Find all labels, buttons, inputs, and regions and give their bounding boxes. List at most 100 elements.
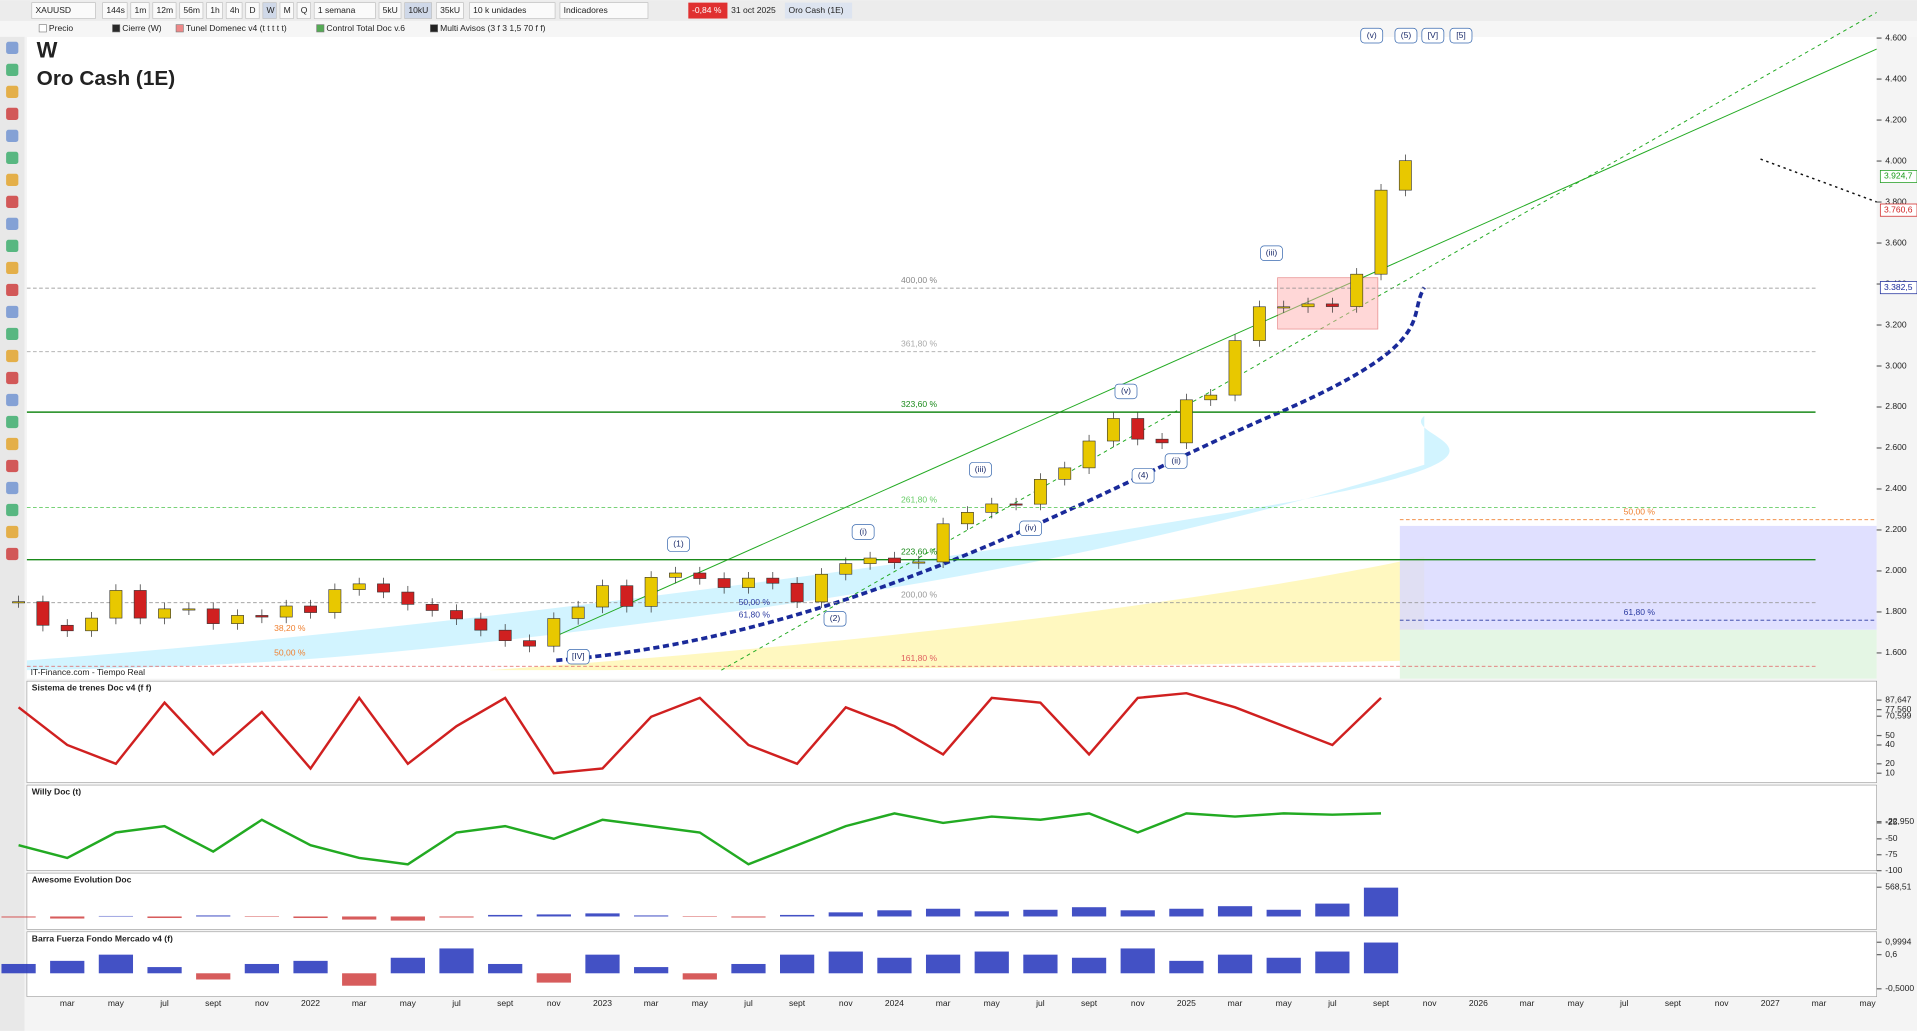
toolbar-label[interactable]: 1 semana [318, 5, 356, 15]
tool-icon[interactable] [6, 173, 19, 187]
fib-label: 161,80 % [901, 653, 938, 663]
toolbar-label[interactable]: 1m [134, 5, 146, 15]
toolbar-label[interactable]: W [267, 5, 276, 15]
toolbar-button[interactable] [469, 2, 556, 19]
toolbar-button[interactable] [245, 2, 260, 19]
tool-icon[interactable] [6, 327, 19, 341]
target-zone-low [1399, 629, 1877, 679]
tool-icon[interactable] [6, 63, 19, 76]
y-tick-label: -75 [1885, 849, 1898, 859]
wave-box [1360, 27, 1384, 44]
histogram-bar [1315, 951, 1350, 974]
y-tick-label: 1.600 [1885, 647, 1907, 657]
histogram-bar [634, 967, 669, 974]
toolbar-label[interactable]: 12m [156, 5, 173, 15]
tool-icon[interactable] [6, 107, 19, 120]
price-marker [1879, 170, 1917, 183]
wave-box [1019, 520, 1043, 537]
tool-icon[interactable] [6, 283, 19, 297]
toolbar-button[interactable] [179, 2, 204, 19]
tool-icon[interactable] [6, 261, 19, 275]
toolbar-label[interactable]: 56m [183, 5, 200, 15]
candle [231, 615, 244, 624]
tool-icon[interactable] [6, 41, 19, 54]
legend-item[interactable]: Multi Avisos (3 f 3 1,5 70 f f) [440, 23, 545, 33]
toolbar-label[interactable]: 35kU [440, 5, 460, 15]
histogram-bar [1071, 957, 1107, 974]
toolbar-label[interactable]: D [249, 5, 255, 15]
x-tick-label: 2022 [301, 998, 320, 1008]
wave-label: 61,80 % [739, 609, 771, 619]
wave-label: (iv) [1025, 523, 1037, 533]
toolbar-button[interactable] [262, 2, 277, 19]
toolbar-button[interactable] [296, 2, 311, 19]
tool-icon[interactable] [6, 547, 19, 561]
toolbar-button[interactable] [559, 2, 649, 19]
tool-icon[interactable] [6, 349, 19, 363]
y-tick-label: 0,9994 [1885, 937, 1911, 947]
legend-item[interactable]: Tunel Domenec v4 (t t t t t) [186, 23, 287, 33]
x-tick-label: jul [743, 998, 753, 1008]
toolbar-label[interactable]: 1h [210, 5, 220, 15]
tool-icon[interactable] [6, 393, 19, 407]
toolbar-button[interactable] [378, 2, 402, 19]
x-tick-label: sept [1665, 998, 1682, 1008]
toolbar-button[interactable] [313, 2, 376, 19]
toolbar-button[interactable] [436, 2, 464, 19]
toolbar-label[interactable]: XAUUSD [35, 5, 71, 15]
fib-label: 323,60 % [901, 399, 938, 409]
toolbar-label[interactable]: Indicadores [564, 5, 608, 15]
candle [888, 557, 901, 564]
wave-label: [V] [1428, 30, 1438, 40]
tool-icon[interactable] [6, 305, 19, 319]
toolbar-label[interactable]: 10kU [408, 5, 428, 15]
tool-icon[interactable] [6, 151, 19, 165]
tool-icon[interactable] [6, 415, 19, 429]
tool-icon[interactable] [6, 503, 19, 517]
tool-icon[interactable] [6, 481, 19, 495]
tool-icon[interactable] [6, 217, 19, 231]
histogram-bar [390, 916, 425, 921]
tool-icon[interactable] [6, 85, 19, 98]
tool-icon[interactable] [6, 239, 19, 253]
histogram-bar [925, 954, 961, 974]
candle [815, 573, 828, 603]
toolbar-button[interactable] [152, 2, 177, 19]
toolbar-button[interactable] [102, 2, 128, 19]
toolbar-button[interactable] [31, 2, 96, 19]
x-tick-label: nov [1131, 998, 1146, 1008]
toolbar-button[interactable] [130, 2, 150, 19]
instrument-badge [784, 2, 853, 19]
candle [961, 512, 974, 525]
wave-box [667, 536, 690, 552]
wave-label: (2) [830, 613, 841, 623]
toolbar-label[interactable]: 4h [230, 5, 240, 15]
histogram-bar [50, 960, 85, 974]
candle [596, 585, 609, 608]
legend-item[interactable]: Precio [49, 23, 73, 33]
toolbar-label[interactable]: 10 k unidades [473, 5, 526, 15]
toolbar-label[interactable]: 144s [106, 5, 125, 15]
tool-icon[interactable] [6, 525, 19, 539]
toolbar-label[interactable]: 5kU [383, 5, 398, 15]
wave-box [823, 611, 847, 627]
legend-item[interactable]: Cierre (W) [122, 23, 162, 33]
toolbar-button[interactable] [206, 2, 223, 19]
tool-icon[interactable] [6, 371, 19, 385]
toolbar-button[interactable] [225, 2, 243, 19]
tool-icon[interactable] [6, 195, 19, 209]
toolbar-button[interactable] [404, 2, 432, 19]
toolbar-button[interactable] [279, 2, 294, 19]
tool-icon[interactable] [6, 459, 19, 473]
x-tick-label: mar [644, 998, 659, 1008]
toolbar-label[interactable]: M [284, 5, 291, 15]
candle [863, 557, 877, 564]
toolbar-label[interactable]: Q [301, 5, 308, 15]
y-tick-label: -100 [1885, 865, 1902, 875]
target-zone [1399, 525, 1877, 630]
legend-item[interactable]: Control Total Doc v.6 [326, 23, 405, 33]
y-tick-label: 4.000 [1885, 155, 1907, 165]
wave-label: [IV] [572, 651, 585, 661]
tool-icon[interactable] [6, 129, 19, 143]
tool-icon[interactable] [6, 437, 19, 451]
